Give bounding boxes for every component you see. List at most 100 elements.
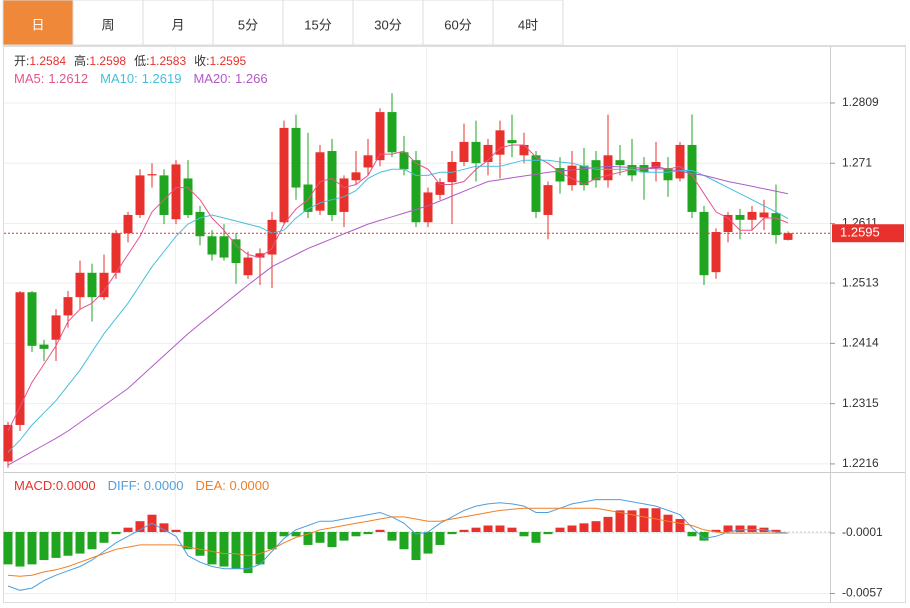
candle-body	[543, 185, 553, 215]
candle-body	[387, 112, 397, 153]
tab-label[interactable]: 周	[101, 17, 114, 32]
tab[interactable]: 15分	[282, 0, 354, 46]
macd-bar	[495, 525, 505, 532]
candle-body	[75, 272, 85, 298]
tab[interactable]: 5分	[212, 0, 284, 46]
tab-label[interactable]: 15分	[304, 17, 331, 32]
tab-bg[interactable]	[72, 0, 144, 46]
candle-body	[195, 211, 205, 237]
lines	[4, 144, 830, 591]
tab[interactable]: 日	[2, 0, 74, 46]
macd-bar	[519, 531, 529, 537]
legend-name: MA20:	[193, 71, 231, 86]
macd-bar	[771, 529, 781, 532]
candle-body	[663, 168, 673, 181]
y-tick-label: 1.2809	[842, 95, 879, 109]
macd-bar	[243, 531, 253, 574]
candle-body	[627, 165, 637, 176]
macd-bar	[63, 531, 73, 556]
tab-bg[interactable]	[492, 0, 564, 46]
candle-body	[219, 236, 229, 258]
macd-bar	[207, 531, 217, 565]
labels: 1.22161.23151.24141.25131.26111.2711.280…	[14, 53, 904, 600]
candle-body	[339, 178, 349, 212]
candle-body	[87, 272, 97, 298]
y-tick-label: 1.2315	[842, 396, 879, 410]
y-tick-label: 1.2414	[842, 336, 879, 350]
candle-body	[495, 130, 505, 155]
macd-bar	[543, 531, 553, 535]
candle-body	[135, 175, 145, 215]
candle-body	[255, 253, 265, 258]
candle-body	[207, 236, 217, 255]
tab-label[interactable]: 60分	[444, 17, 471, 32]
macd-line	[7, 507, 788, 577]
macd-bar	[183, 531, 193, 550]
ma-line	[7, 159, 789, 453]
candle-body	[639, 165, 649, 173]
tab-label[interactable]: 日	[31, 17, 44, 32]
macd-bar	[651, 508, 661, 532]
tab[interactable]: 4时	[492, 0, 564, 46]
tab[interactable]: 30分	[352, 0, 424, 46]
candle-body	[411, 160, 421, 223]
tab-label[interactable]: 5分	[238, 17, 258, 32]
macd-bar	[27, 531, 37, 565]
macd-bar	[711, 529, 721, 532]
macd-bar	[687, 531, 697, 537]
candle-body	[27, 292, 37, 346]
candle-body	[231, 239, 241, 264]
macd-bar	[567, 525, 577, 532]
macd-bar	[447, 531, 457, 535]
macd-bar	[591, 521, 601, 532]
candle-body	[39, 344, 49, 349]
candle-body	[291, 127, 301, 188]
candle-body	[159, 175, 169, 215]
tab-label[interactable]: 月	[171, 17, 184, 32]
tab-bg[interactable]	[282, 0, 354, 46]
candle-body	[171, 164, 181, 220]
candle-body	[723, 214, 733, 232]
ohlc-header: 开:1.2584 高:1.2598 低:1.2583 收:1.2595	[14, 53, 247, 68]
tab-bg[interactable]	[2, 0, 74, 46]
macd-bar	[219, 531, 229, 567]
tab[interactable]: 60分	[422, 0, 494, 46]
marks	[3, 93, 793, 574]
macd-bar	[39, 531, 49, 561]
tab-label[interactable]: 4时	[518, 17, 538, 32]
macd-bar	[51, 531, 61, 558]
candle-body	[435, 182, 445, 195]
candle-body	[567, 165, 577, 186]
macd-bar	[363, 531, 373, 535]
candle-body	[327, 151, 337, 215]
tab-bg[interactable]	[422, 0, 494, 46]
candle-body	[519, 144, 529, 156]
macd-bar	[327, 531, 337, 548]
macd-bar	[435, 531, 445, 545]
tab[interactable]: 月	[142, 0, 214, 46]
legend-value: 1.266	[235, 71, 268, 86]
ohlc-value: 1.2583	[149, 54, 186, 68]
candle-body	[735, 214, 745, 220]
ohlc-label: 开:	[14, 54, 29, 68]
tab[interactable]: 周	[72, 0, 144, 46]
macd-bar	[171, 529, 181, 532]
candle-body	[3, 424, 13, 462]
candle-body	[675, 144, 685, 179]
y-tick-label: 1.2216	[842, 456, 879, 470]
macd-bar	[483, 525, 493, 532]
tab-bg[interactable]	[142, 0, 214, 46]
tab-label[interactable]: 30分	[374, 17, 401, 32]
tab-bg[interactable]	[352, 0, 424, 46]
y-tick-label: -0.0001	[842, 525, 883, 539]
y-tick-label: 1.271	[842, 155, 872, 169]
ohlc-value: 1.2595	[209, 54, 246, 68]
macd-bar	[339, 531, 349, 541]
macd-legend: MACD:0.0000 DIFF: 0.0000 DEA: 0.0000	[14, 478, 269, 493]
macd-bar	[387, 531, 397, 541]
tab-bg[interactable]	[212, 0, 284, 46]
candle-body	[351, 172, 361, 181]
y-tick-label: -0.0057	[842, 586, 883, 600]
